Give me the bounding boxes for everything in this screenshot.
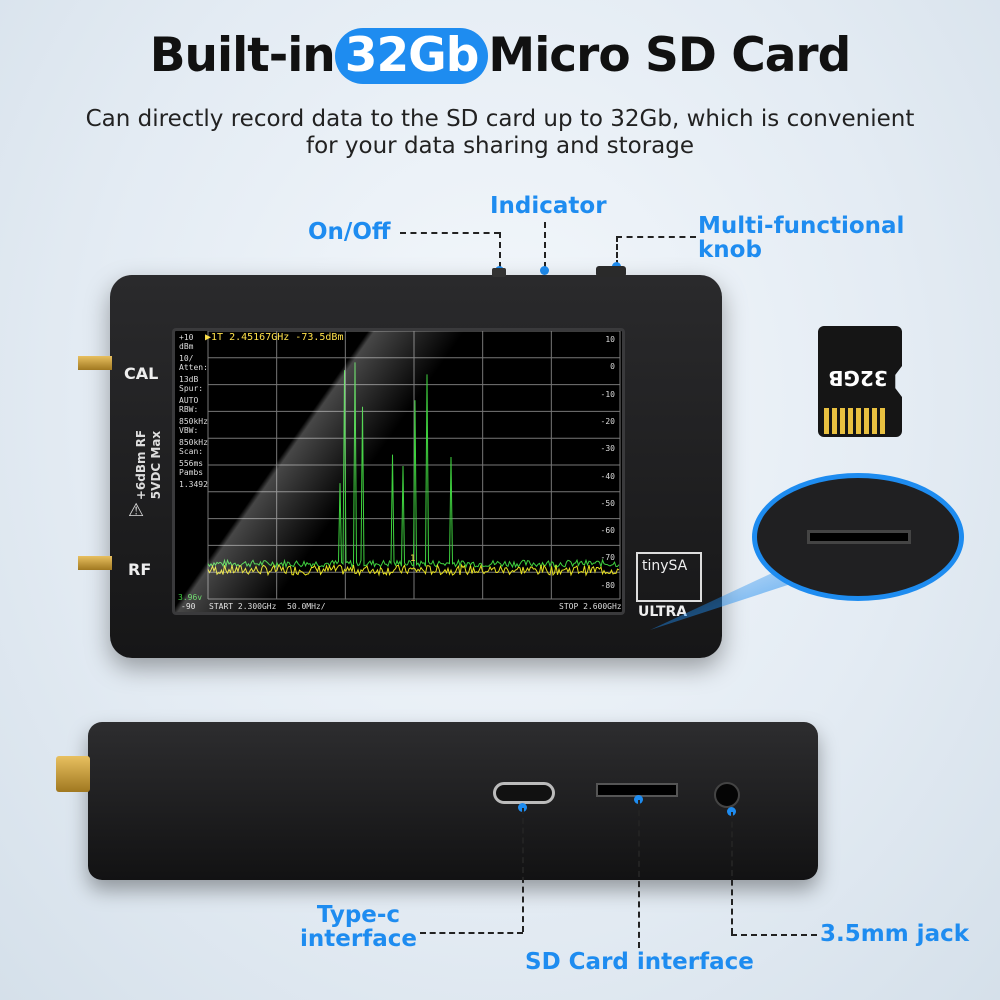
bottom-left-value: -90 bbox=[181, 602, 196, 611]
scale: 50.0MHz/ bbox=[287, 602, 326, 611]
sma-connector bbox=[56, 756, 90, 792]
subtitle-line: Can directly record data to the SD card … bbox=[85, 106, 915, 132]
title-text: Built-in bbox=[149, 28, 336, 83]
sd-card-label: 32GB bbox=[828, 366, 888, 390]
settings-line: 556ms bbox=[179, 459, 204, 468]
leader-line bbox=[638, 800, 640, 948]
marker-readout: ▶1T 2.45167GHz -73.5dBm bbox=[205, 332, 344, 343]
type-c-line: Type-c bbox=[316, 902, 401, 928]
yellow-trace bbox=[207, 563, 620, 577]
y-tick: -10 bbox=[600, 389, 615, 399]
sd-dot bbox=[634, 795, 643, 804]
settings-line: RBW: bbox=[179, 405, 199, 414]
power-button bbox=[492, 268, 506, 277]
knob bbox=[596, 266, 626, 277]
rf-connector bbox=[78, 556, 112, 570]
y-tick: -30 bbox=[600, 444, 615, 454]
logo-text: tinySA bbox=[642, 558, 688, 574]
type-c-dot bbox=[518, 803, 527, 812]
settings-line: 850kHz bbox=[179, 417, 208, 426]
y-tick: -50 bbox=[600, 498, 615, 508]
settings-line: AUTO bbox=[179, 396, 199, 405]
spectrum-screen: 1 ▶1T 2.45167GHz -73.5dBm +10 dBm 10/Atten… bbox=[172, 328, 625, 615]
type-c-label: Type-c interface bbox=[300, 903, 417, 951]
leader-line bbox=[420, 932, 523, 934]
title-text: Micro SD Card bbox=[488, 28, 851, 83]
sd-slot bbox=[807, 530, 911, 544]
knob-label: Multi-functional knob bbox=[698, 214, 904, 262]
settings-line: 13dB bbox=[179, 375, 199, 384]
leader-line bbox=[400, 232, 500, 234]
y-tick: -60 bbox=[600, 526, 615, 536]
settings-line: VBW: bbox=[179, 426, 199, 435]
settings-line: 1.3492 bbox=[179, 480, 208, 489]
rating-line: 5VDC Max bbox=[149, 430, 163, 500]
settings-line: Atten: bbox=[179, 363, 208, 372]
start-frequency: START 2.300GHz bbox=[209, 602, 277, 611]
leader-line bbox=[731, 934, 817, 936]
usb-c-port bbox=[493, 782, 555, 804]
y-tick: -40 bbox=[600, 471, 615, 481]
page-title: Built-in 32Gb Micro SD Card bbox=[0, 28, 1000, 84]
knob-label-line: knob bbox=[698, 237, 762, 263]
sd-slot-zoom bbox=[752, 473, 964, 601]
sd-interface-label: SD Card interface bbox=[525, 949, 754, 975]
settings-line: +10 bbox=[179, 333, 194, 342]
y-tick: 10 bbox=[605, 335, 615, 344]
settings-line: Pambs bbox=[179, 468, 204, 477]
leader-line bbox=[616, 236, 618, 266]
on-off-label: On/Off bbox=[308, 219, 391, 245]
cal-label: CAL bbox=[124, 364, 159, 383]
settings-line: dBm bbox=[179, 342, 194, 351]
leader-line bbox=[616, 236, 696, 238]
indicator-dot bbox=[540, 266, 549, 275]
y-tick: -20 bbox=[600, 416, 615, 426]
type-c-line: interface bbox=[300, 926, 417, 952]
cal-connector bbox=[78, 356, 112, 370]
rating-line: +6dBm RF bbox=[134, 429, 148, 501]
jack-label: 3.5mm jack bbox=[820, 921, 970, 947]
sd-card-contacts bbox=[824, 408, 888, 434]
title-highlight: 32Gb bbox=[334, 28, 489, 84]
y-tick: 0 bbox=[610, 362, 615, 372]
settings-line: 10/ bbox=[179, 354, 194, 363]
subtitle: Can directly record data to the SD card … bbox=[0, 106, 1000, 160]
rating-text: +6dBm RF 5VDC Max bbox=[134, 420, 164, 510]
jack-dot bbox=[727, 807, 736, 816]
marker-1: 1 bbox=[410, 554, 416, 564]
settings-line: 850kHz bbox=[179, 438, 208, 447]
leader-line bbox=[522, 808, 524, 932]
tinysa-logo: tinySA bbox=[636, 552, 702, 602]
leader-line bbox=[544, 222, 546, 268]
y-tick: -80 bbox=[600, 580, 615, 590]
audio-jack bbox=[714, 782, 740, 808]
battery-voltage: 3.96v bbox=[178, 593, 203, 602]
rf-label: RF bbox=[128, 560, 152, 579]
leader-line bbox=[731, 812, 733, 934]
y-tick: -70 bbox=[600, 553, 615, 563]
spectrum-plot: 1 bbox=[207, 331, 621, 600]
warning-icon: ⚠ bbox=[128, 500, 145, 521]
micro-sd-card: 32GB bbox=[818, 326, 902, 437]
settings-panel: +10 dBm 10/Atten: 13dB Spur: AUTO RBW: 850kHz V… bbox=[179, 333, 209, 489]
settings-line: Scan: bbox=[179, 447, 204, 456]
subtitle-line: for your data sharing and storage bbox=[305, 133, 695, 159]
leader-line bbox=[499, 232, 501, 268]
knob-label-line: Multi-functional bbox=[698, 213, 905, 239]
green-trace bbox=[207, 362, 620, 569]
indicator-label: Indicator bbox=[490, 193, 607, 219]
logo-sub: ULTRA bbox=[638, 604, 688, 620]
device-bottom-edge bbox=[88, 722, 818, 880]
stop-frequency: STOP 2.600GHz bbox=[559, 602, 622, 611]
settings-line: Spur: bbox=[179, 384, 204, 393]
